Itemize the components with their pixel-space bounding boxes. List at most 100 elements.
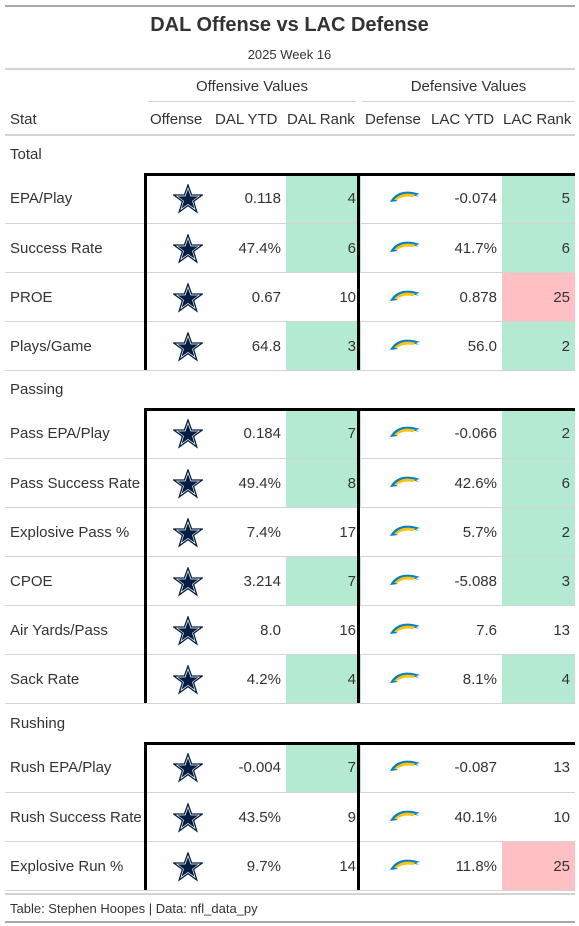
table-row: Explosive Run % 9.7% 14 11.8% 25: [5, 841, 575, 891]
group-header: Passing: [10, 381, 64, 398]
table-row: Pass EPA/Play 0.184 7 -0.066 2: [5, 409, 575, 458]
dal-rank-value: 7: [286, 557, 361, 606]
table-row: Plays/Game 64.8 3 56.0 2: [5, 321, 575, 371]
table-row: Air Yards/Pass 8.0 16 7.6 13: [5, 605, 575, 655]
defensive-values-spanner: Defensive Values: [410, 78, 527, 95]
lac-ytd-value: -0.074: [454, 190, 497, 207]
chargers-bolt-icon: [389, 572, 421, 593]
stat-label: Explosive Pass %: [10, 524, 130, 541]
cowboys-star-icon: [171, 282, 205, 318]
chargers-bolt-icon: [389, 474, 421, 495]
dal-ytd-value: 64.8: [251, 338, 281, 355]
lac-rank-value: 3: [502, 557, 575, 606]
stat-label: CPOE: [10, 573, 53, 590]
dal-ytd-value: 0.118: [244, 190, 281, 207]
lac-rank-value: 25: [502, 273, 575, 322]
dal-ytd-value: -0.004: [238, 759, 281, 776]
stat-label: EPA/Play: [10, 190, 73, 207]
lac-ytd-value: 7.6: [476, 622, 497, 639]
cowboys-star-icon: [171, 418, 205, 454]
table-row: Rush Success Rate 43.5% 9 40.1% 10: [5, 792, 575, 842]
col-offense-header: Offense: [150, 111, 203, 128]
bottom-rule: [5, 893, 575, 895]
offensive-values-spanner: Offensive Values: [195, 78, 308, 95]
stat-label: Rush Success Rate: [10, 809, 142, 826]
col-lac-ytd-header: LAC YTD: [431, 111, 495, 128]
stat-label: PROE: [10, 289, 53, 306]
lac-ytd-value: 42.6%: [454, 475, 497, 492]
dal-rank-value: 7: [286, 409, 361, 458]
top-rule: [5, 5, 575, 7]
chargers-bolt-icon: [389, 857, 421, 878]
group-bottom-rule: [5, 890, 575, 891]
lac-ytd-value: -0.087: [454, 759, 497, 776]
lac-ytd-value: 56.0: [467, 338, 497, 355]
lac-ytd-value: -0.066: [454, 425, 497, 442]
header-rule: [5, 68, 575, 70]
defense-divider: [357, 173, 360, 370]
defensive-spanner-line: [362, 101, 575, 102]
table-row: EPA/Play 0.118 4 -0.074 5: [5, 174, 575, 223]
lac-rank-value: 2: [502, 508, 575, 557]
stat-label: Plays/Game: [10, 338, 92, 355]
dal-rank-value: 9: [347, 809, 356, 826]
offense-divider: [144, 742, 147, 890]
cowboys-star-icon: [171, 802, 205, 838]
chargers-bolt-icon: [389, 288, 421, 309]
lac-ytd-value: 40.1%: [454, 809, 497, 826]
dal-rank-value: 10: [339, 289, 356, 306]
dal-ytd-value: 43.5%: [238, 809, 281, 826]
defense-divider: [357, 408, 360, 703]
lac-rank-value: 2: [502, 409, 575, 458]
lac-ytd-value: 41.7%: [454, 240, 497, 257]
dal-rank-value: 7: [286, 743, 361, 792]
dal-ytd-value: 0.184: [243, 425, 281, 442]
defense-divider: [357, 742, 360, 890]
cowboys-star-icon: [171, 183, 205, 219]
stat-label: Sack Rate: [10, 671, 80, 688]
stat-label: Rush EPA/Play: [10, 759, 112, 776]
lac-ytd-value: -5.088: [454, 573, 497, 590]
stat-label: Pass EPA/Play: [10, 425, 110, 442]
table-footer: Table: Stephen Hoopes | Data: nfl_data_p…: [10, 901, 258, 916]
dal-rank-value: 6: [286, 224, 361, 273]
group-bottom-rule: [5, 370, 575, 371]
lac-rank-value: 2: [502, 322, 575, 371]
col-dal-rank-header: DAL Rank: [287, 111, 355, 128]
table-row: Sack Rate 4.2% 4 8.1% 4: [5, 654, 575, 704]
dal-rank-value: 16: [339, 622, 356, 639]
table-row: Pass Success Rate 49.4% 8 42.6% 6: [5, 458, 575, 508]
column-header-rule: [5, 134, 575, 136]
lac-rank-value: 13: [553, 759, 570, 776]
dal-rank-value: 14: [339, 858, 356, 875]
group-header: Total: [10, 146, 42, 163]
dal-ytd-value: 8.0: [260, 622, 281, 639]
lac-rank-value: 10: [553, 809, 570, 826]
dal-ytd-value: 0.67: [251, 289, 281, 306]
table-row: Explosive Pass % 7.4% 17 5.7% 2: [5, 507, 575, 557]
dal-rank-value: 4: [286, 655, 361, 704]
cowboys-star-icon: [171, 331, 205, 367]
chargers-bolt-icon: [389, 189, 421, 210]
lac-ytd-value: 11.8%: [455, 858, 497, 875]
dal-ytd-value: 3.214: [243, 573, 281, 590]
dal-rank-value: 17: [339, 524, 356, 541]
group-bottom-rule: [5, 703, 575, 704]
stat-label: Pass Success Rate: [10, 475, 141, 492]
dal-rank-value: 4: [286, 174, 361, 223]
dal-ytd-value: 47.4%: [238, 240, 281, 257]
offense-divider: [144, 173, 147, 370]
offense-divider: [144, 408, 147, 703]
group-top-border: [146, 173, 575, 176]
chargers-bolt-icon: [389, 337, 421, 358]
table-row: Success Rate 47.4% 6 41.7% 6: [5, 223, 575, 273]
lac-rank-value: 13: [553, 622, 570, 639]
offensive-spanner-line: [148, 101, 356, 102]
lac-ytd-value: 8.1%: [462, 671, 497, 688]
final-rule: [5, 921, 575, 923]
group-top-border: [146, 742, 575, 745]
chargers-bolt-icon: [389, 808, 421, 829]
stat-label: Air Yards/Pass: [10, 622, 108, 639]
lac-rank-value: 4: [502, 655, 575, 704]
chargers-bolt-icon: [389, 670, 421, 691]
